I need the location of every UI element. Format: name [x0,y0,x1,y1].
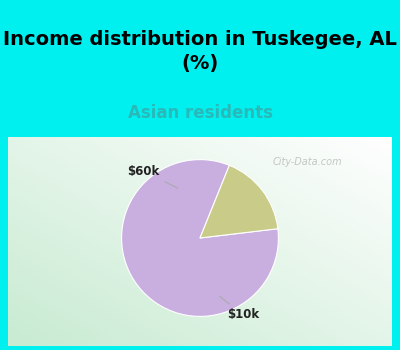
Text: City-Data.com: City-Data.com [273,157,342,167]
Wedge shape [122,160,278,316]
Text: $10k: $10k [220,296,259,321]
Text: Asian residents: Asian residents [128,104,272,122]
Wedge shape [200,165,278,238]
Text: $60k: $60k [128,165,178,188]
Text: Income distribution in Tuskegee, AL
(%): Income distribution in Tuskegee, AL (%) [3,30,397,73]
